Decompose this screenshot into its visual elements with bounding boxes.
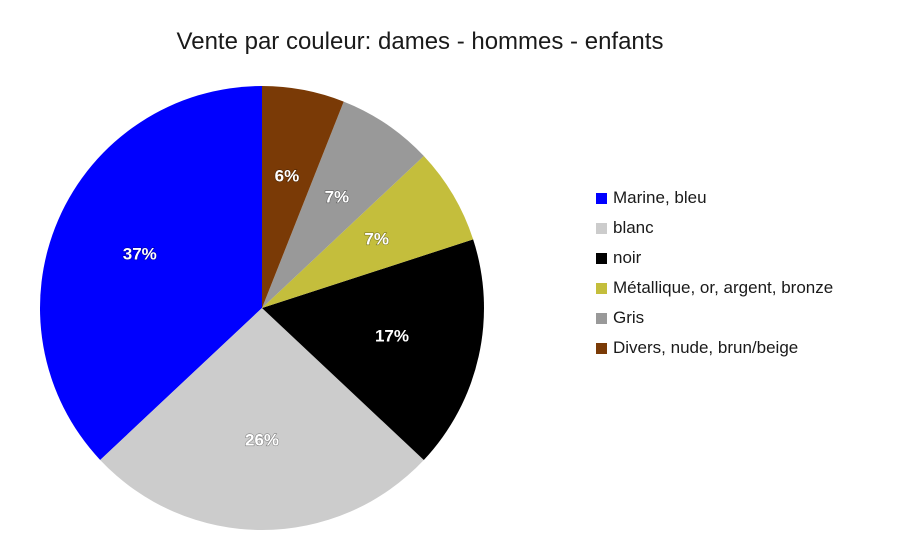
legend-item: noir — [596, 243, 833, 273]
legend-item: Gris — [596, 303, 833, 333]
legend: Marine, bleu blanc noir Métallique, or, arg… — [596, 183, 833, 363]
slice-value-label: 6% — [275, 167, 300, 186]
pie-chart: 37% 26% 17% 7% 7% 6% — [40, 86, 485, 530]
slice-value-label: 26% — [245, 431, 279, 450]
legend-swatch — [596, 192, 607, 204]
pie-slice-0 — [40, 86, 262, 460]
legend-item: Métallique, or, argent, bronze — [596, 273, 833, 303]
legend-item: blanc — [596, 213, 833, 243]
slice-value-label: 7% — [364, 230, 389, 249]
legend-label: noir — [613, 248, 642, 267]
legend-item: Marine, bleu — [596, 183, 833, 213]
slice-value-label: 37% — [123, 245, 157, 264]
pie-slice-2 — [262, 239, 485, 460]
pie-slice-4 — [262, 101, 424, 308]
chart-title: Vente par couleur: dames - hommes - enfa… — [176, 28, 664, 55]
legend-label: Divers, nude, brun/beige — [613, 338, 799, 357]
legend-label: Marine, bleu — [613, 188, 707, 207]
legend-swatch — [596, 282, 607, 294]
legend-swatch — [596, 342, 607, 354]
legend-item: Divers, nude, brun/beige — [596, 333, 833, 363]
pie-slice-3 — [262, 156, 474, 308]
pie-slice-1 — [100, 308, 424, 530]
legend-label: blanc — [613, 218, 654, 237]
slice-value-label: 17% — [375, 327, 409, 346]
legend-label: Gris — [613, 308, 645, 327]
legend-swatch — [596, 222, 607, 234]
legend-swatch — [596, 252, 607, 264]
slice-value-label: 7% — [325, 187, 350, 206]
legend-swatch — [596, 312, 607, 324]
pie-slice-5 — [262, 86, 344, 308]
legend-label: Métallique, or, argent, bronze — [613, 278, 834, 297]
